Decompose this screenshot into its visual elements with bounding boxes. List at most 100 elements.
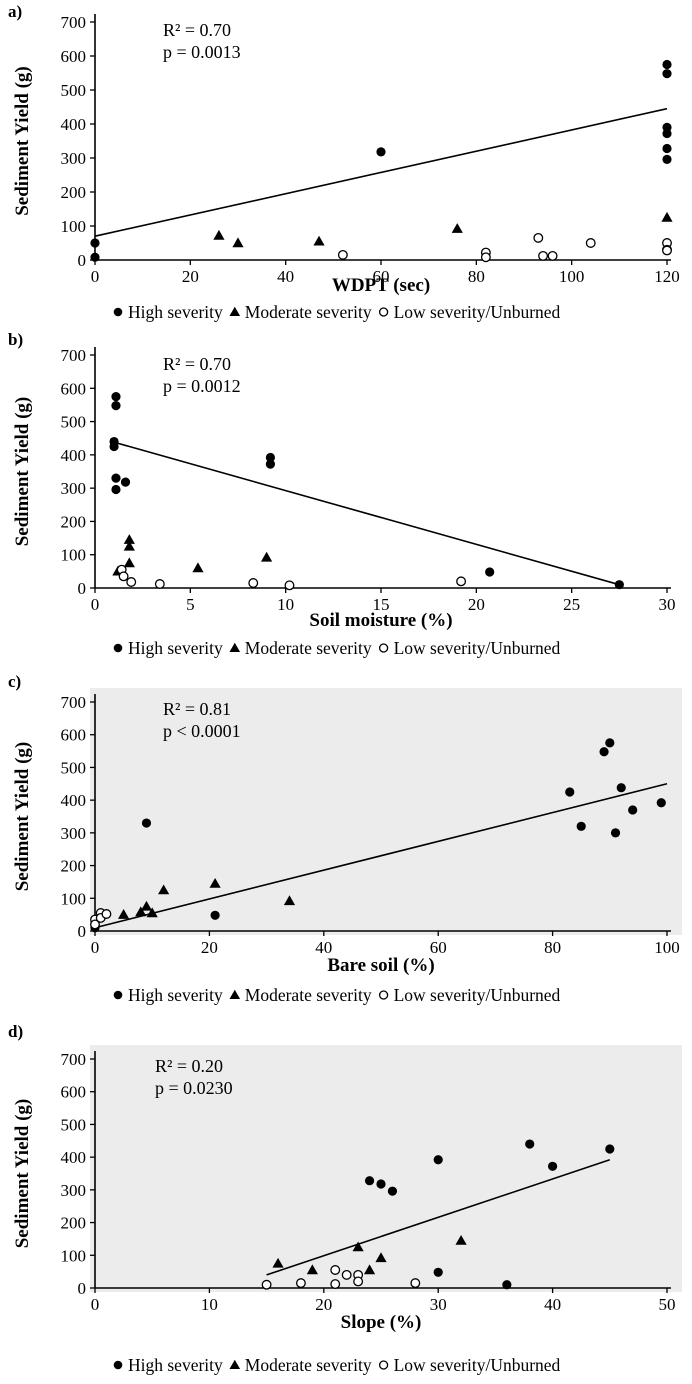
high-severity-point (605, 738, 615, 748)
high-severity-point (111, 473, 121, 483)
y-tick-label: 0 (78, 251, 87, 270)
low-severity-point (353, 1276, 364, 1287)
low-severity-point (662, 245, 672, 256)
legend-low-severity-label: Low severity/Unburned (394, 985, 561, 1005)
moderate-severity-point (123, 557, 135, 568)
high-severity-point (656, 798, 666, 808)
p-value-annotation: p = 0.0013 (163, 42, 241, 62)
moderate-severity-point (213, 229, 225, 240)
low-severity-point (410, 1278, 421, 1289)
high-severity-point (605, 1144, 615, 1154)
moderate-severity-point (363, 1264, 376, 1275)
moderate-severity-point (451, 223, 463, 233)
high-severity-point (90, 252, 100, 262)
legend-low-severity-marker (378, 307, 389, 317)
legend-low-severity-label: Low severity/Unburned (394, 302, 561, 322)
high-severity-point (111, 392, 121, 402)
panel-label: a) (8, 2, 22, 21)
y-tick-label: 200 (61, 512, 87, 531)
y-tick-label: 300 (61, 824, 87, 843)
y-tick-label: 200 (61, 1214, 87, 1233)
x-tick-label: 60 (373, 267, 390, 286)
x-axis-label: Soil moisture (%) (309, 610, 452, 631)
x-tick-label: 0 (91, 267, 100, 286)
chart-panel-c: c) 0 100 200 300 400 500 600 700 0 20 40 60 80 100 Bare… (0, 665, 692, 1015)
high-severity-point (565, 787, 575, 797)
high-severity-point (265, 452, 276, 463)
y-tick-label: 600 (61, 1083, 87, 1102)
legend-high-severity-marker (113, 990, 123, 1000)
x-axis-label: Bare soil (%) (327, 955, 434, 976)
legend-high-severity-marker (113, 643, 123, 653)
high-severity-point (485, 567, 495, 577)
chart-panel-b: b) 0 100 200 300 400 500 600 700 0 5 10 15 20 25 30 Soil… (0, 325, 692, 665)
panel-label: d) (8, 1022, 23, 1041)
high-severity-point (111, 400, 121, 411)
legend-low-severity-marker (378, 990, 389, 1000)
moderate-severity-point (375, 1252, 387, 1263)
x-axis-label: WDPT (sec) (332, 275, 430, 296)
moderate-severity-point (313, 235, 325, 246)
legend-high-severity-marker (113, 1360, 123, 1370)
y-tick-label: 400 (61, 446, 87, 465)
high-severity-point (265, 459, 276, 469)
x-tick-label: 80 (544, 938, 561, 957)
moderate-severity-point (661, 211, 673, 222)
y-tick-label: 500 (61, 758, 87, 777)
y-tick-label: 0 (78, 922, 87, 941)
chart-panel-a: a) 0 100 200 300 400 500 600 700 0 20 40 60 80 100 120 W… (0, 0, 692, 325)
y-axis-label: Sediment Yield (g) (12, 1099, 33, 1249)
y-tick-label: 600 (61, 47, 87, 66)
high-severity-point (90, 238, 100, 248)
y-tick-label: 100 (61, 1246, 87, 1265)
y-tick-label: 700 (61, 693, 87, 712)
chart-panel-d: d) 0 100 200 300 400 500 600 700 0 10 20 30 40 50 Slope… (0, 1015, 692, 1384)
regression-line (94, 783, 668, 929)
legend-moderate-severity-label: Moderate severity (245, 302, 372, 322)
moderate-severity-point (140, 900, 153, 911)
chart-d-svg: d) 0 100 200 300 400 500 600 700 0 10 20 30 40 50 Slope… (8, 1022, 682, 1375)
moderate-severity-point (118, 909, 130, 919)
panel-label: c) (8, 672, 21, 691)
high-severity-point (662, 154, 672, 164)
low-severity-point (330, 1265, 341, 1275)
low-severity-point (330, 1279, 341, 1290)
x-tick-label: 20 (182, 267, 199, 286)
moderate-severity-point (352, 1241, 364, 1252)
x-tick-label: 0 (91, 1295, 100, 1314)
high-severity-point (614, 580, 624, 590)
moderate-severity-point (232, 237, 244, 248)
moderate-severity-point (272, 1257, 284, 1268)
regression-line (266, 1159, 611, 1276)
y-tick-label: 500 (61, 413, 87, 432)
low-severity-point (480, 252, 491, 263)
moderate-severity-point (455, 1234, 467, 1245)
x-tick-label: 40 (544, 1295, 561, 1314)
x-tick-label: 10 (201, 1295, 218, 1314)
low-severity-point (101, 909, 112, 919)
y-tick-label: 700 (61, 346, 87, 365)
x-axis-label: Slope (%) (341, 1312, 422, 1333)
low-severity-point (547, 250, 558, 261)
low-severity-point (118, 571, 129, 582)
high-severity-point (120, 477, 131, 487)
legend-moderate-severity-marker (229, 1359, 241, 1369)
p-value-annotation: p < 0.0001 (163, 721, 241, 741)
x-tick-label: 40 (315, 938, 332, 957)
r-squared-annotation: R² = 0.70 (163, 354, 231, 374)
chart-b-svg: b) 0 100 200 300 400 500 600 700 0 5 10 15 20 25 30 Soil… (8, 330, 676, 658)
high-severity-point (111, 484, 121, 495)
low-severity-point (585, 238, 596, 248)
legend-low-severity-marker (378, 1360, 389, 1370)
high-severity-point (662, 59, 672, 70)
r-squared-annotation: R² = 0.81 (163, 699, 231, 719)
y-tick-label: 600 (61, 379, 87, 398)
high-severity-point (576, 821, 586, 831)
y-tick-label: 0 (78, 1279, 87, 1298)
low-severity-point (90, 919, 100, 930)
y-tick-label: 200 (61, 183, 87, 202)
legend-low-severity-label: Low severity/Unburned (394, 638, 561, 658)
high-severity-point (433, 1267, 443, 1277)
high-severity-point (502, 1280, 512, 1290)
low-severity-point (126, 577, 137, 587)
